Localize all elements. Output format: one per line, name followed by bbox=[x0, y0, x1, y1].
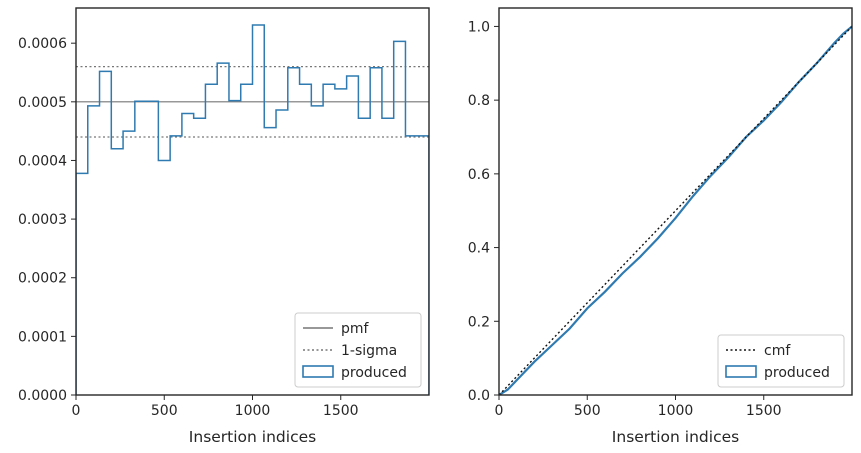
left-y-tick-label: 0.0001 bbox=[18, 329, 67, 345]
right-x-tick-label: 1500 bbox=[746, 403, 782, 419]
left-y-tick-label: 0.0005 bbox=[18, 95, 67, 111]
right-frame bbox=[498, 7, 853, 396]
left-x-tick-label: 1000 bbox=[235, 403, 271, 419]
left-x-axis-label: Insertion indices bbox=[189, 428, 316, 446]
right-x-tick-label: 0 bbox=[495, 403, 504, 419]
left-legend-swatch bbox=[302, 365, 334, 378]
right-y-tick-label: 0.0 bbox=[468, 388, 490, 404]
right-y-tick-label: 0.4 bbox=[468, 241, 490, 257]
produced-histogram bbox=[76, 24, 429, 395]
right-y-tick-label: 0.8 bbox=[468, 93, 490, 109]
right-x-axis-label: Insertion indices bbox=[612, 428, 739, 446]
right-legend-box bbox=[717, 334, 845, 388]
left-x-tick-label: 1500 bbox=[323, 403, 359, 419]
right-y-tick-label: 1.0 bbox=[468, 19, 490, 35]
right-y-tick-label: 0.2 bbox=[468, 314, 490, 330]
left-y-tick-label: 0.0003 bbox=[18, 212, 67, 228]
left-y-tick-label: 0.0000 bbox=[18, 388, 67, 404]
right-x-tick-label: 500 bbox=[574, 403, 601, 419]
right-y-tick-label: 0.6 bbox=[468, 167, 490, 183]
right-legend-label: cmf bbox=[764, 343, 791, 359]
left-legend-label: produced bbox=[341, 365, 407, 381]
right-x-tick-label: 1000 bbox=[658, 403, 694, 419]
right-legend-swatch bbox=[725, 365, 757, 378]
left-y-tick-label: 0.0004 bbox=[18, 153, 67, 169]
left-frame bbox=[75, 7, 430, 396]
left-chart-pmf: 0 500 1000 1500 0.0000 0.0001 0.0002 0.0003 0.00… bbox=[18, 7, 430, 446]
right-legend-label: produced bbox=[764, 365, 830, 381]
left-legend-box bbox=[294, 312, 422, 388]
left-legend-label: 1-sigma bbox=[341, 343, 397, 359]
right-plot-area bbox=[499, 25, 852, 395]
left-y-tick-label: 0.0006 bbox=[18, 36, 67, 52]
right-chart-cmf: 0 500 1000 1500 0.0 0.2 0.4 0.6 0.8 1.0 Insertion … bbox=[468, 7, 853, 446]
left-x-tick-label: 500 bbox=[151, 403, 178, 419]
left-plot-area bbox=[76, 24, 429, 395]
left-legend-label: pmf bbox=[341, 321, 370, 337]
left-y-tick-label: 0.0002 bbox=[18, 271, 67, 287]
left-x-tick-label: 0 bbox=[72, 403, 81, 419]
